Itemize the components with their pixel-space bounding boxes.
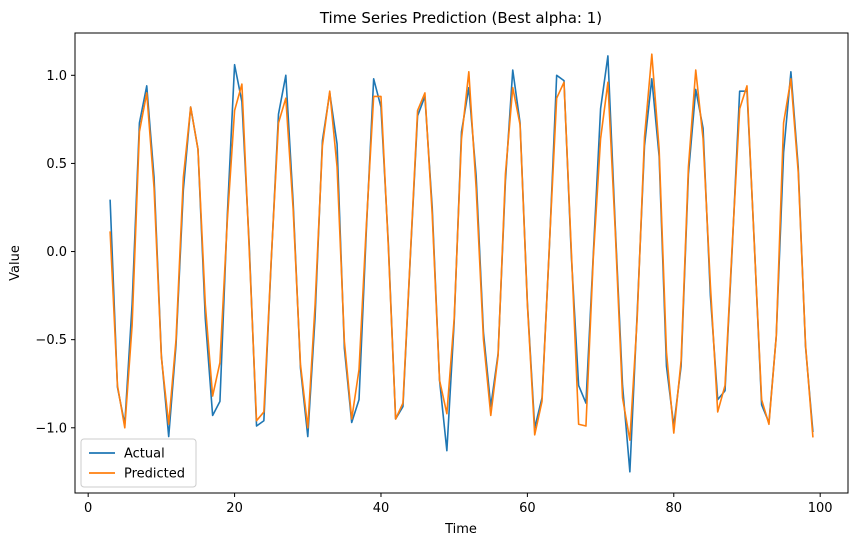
y-axis-label: Value xyxy=(8,245,23,281)
y-tick-label: 1.0 xyxy=(46,69,67,84)
x-tick-label: 40 xyxy=(373,501,390,516)
y-tick-label: −0.5 xyxy=(35,333,67,348)
x-tick-label: 100 xyxy=(808,501,833,516)
chart-title: Time Series Prediction (Best alpha: 1) xyxy=(319,9,602,27)
y-tick-label: 0.5 xyxy=(46,157,67,172)
x-axis-label: Time xyxy=(444,522,477,537)
series-layer xyxy=(109,53,814,473)
plot-area xyxy=(74,32,849,494)
x-tick-label: 0 xyxy=(84,501,92,516)
y-tick-label: −1.0 xyxy=(35,421,67,436)
legend: Actual Predicted xyxy=(80,438,197,488)
plot-frame xyxy=(74,32,849,494)
x-tick-label: 20 xyxy=(226,501,243,516)
legend-box xyxy=(80,438,197,488)
y-axis: −1.0 −0.5 0.0 0.5 1.0 xyxy=(35,69,75,436)
x-tick-label: 80 xyxy=(666,501,683,516)
legend-label-predicted: Predicted xyxy=(124,467,185,482)
series-line-predicted xyxy=(109,53,814,441)
x-axis: 0 20 40 60 80 100 xyxy=(84,493,833,516)
x-tick-label: 60 xyxy=(519,501,536,516)
y-tick-label: 0.0 xyxy=(46,245,67,260)
legend-label-actual: Actual xyxy=(124,447,165,462)
